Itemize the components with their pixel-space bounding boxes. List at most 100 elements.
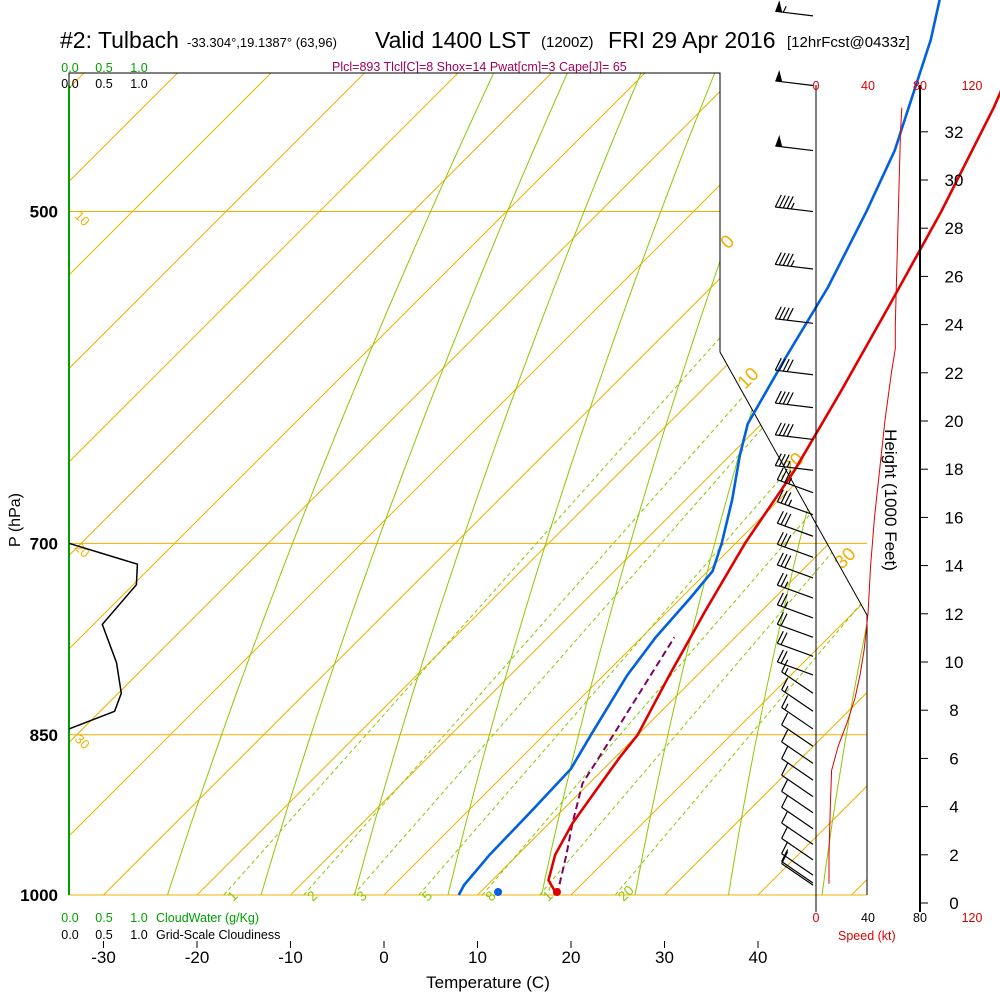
isotherm-line <box>69 73 723 895</box>
isotherm-line <box>69 73 867 895</box>
wind-barb-feather <box>784 534 792 548</box>
wind-barb-half-feather <box>784 581 789 589</box>
cloudiness-tick-bottom: 1.0 <box>130 928 147 942</box>
utc-time: (1200Z) <box>541 34 594 51</box>
wind-barb-half-feather <box>788 499 793 507</box>
cloudiness-profile <box>68 542 139 730</box>
mixing-ratio-label: 2 <box>304 887 321 904</box>
wind-barb-feather <box>781 746 789 759</box>
wind-barb-staff <box>781 853 814 876</box>
wind-barb <box>781 712 814 747</box>
height-tick-label: 8 <box>949 701 958 720</box>
speed-tick-bottom: 0 <box>813 911 820 925</box>
x-axis-label: Temperature (C) <box>426 973 550 992</box>
wind-barb-feather <box>786 196 794 209</box>
wind-barb-staff <box>777 564 814 579</box>
height-tick-label: 24 <box>945 316 964 335</box>
wind-barb-feather <box>784 555 792 568</box>
forecast-date: FRI 29 Apr 2016 <box>608 27 776 53</box>
wind-barb <box>775 0 814 17</box>
wind-barb-feather <box>776 510 784 524</box>
wind-barb <box>774 357 814 376</box>
wind-barb-half-feather <box>782 6 787 13</box>
wind-barb-feather <box>778 453 786 467</box>
wind-barb-feather <box>781 659 789 673</box>
height-tick-label: 14 <box>945 557 964 576</box>
wind-barb <box>776 510 814 537</box>
x-tick-label: 30 <box>655 948 674 967</box>
isotherm-line <box>69 73 817 895</box>
parcel-trace <box>556 636 676 896</box>
wind-barb <box>776 631 814 657</box>
wind-barb-staff <box>775 206 814 213</box>
wind-barb-feather <box>776 572 784 586</box>
mixing-ratio-label: 5 <box>419 887 436 904</box>
pressure-tick-label: 1000 <box>20 886 58 905</box>
wind-barb-pennant <box>775 0 783 13</box>
wind-barb-feather <box>781 810 789 824</box>
pressure-tick-label: 850 <box>30 726 58 745</box>
wind-barb <box>776 649 814 676</box>
wind-barb-half-feather <box>784 601 789 608</box>
wind-barb-staff <box>781 790 814 814</box>
wind-barb-feather <box>786 307 794 321</box>
pressure-tick-label: 700 <box>30 534 58 553</box>
wind-barb <box>781 849 814 884</box>
wind-barb-staff <box>775 402 814 409</box>
x-tick-label: 0 <box>379 948 388 967</box>
isotherm-line <box>69 73 867 895</box>
wind-barb <box>776 532 814 558</box>
height-tick-label: 30 <box>945 171 964 190</box>
wind-barb-half-feather <box>784 703 789 711</box>
isotherm-line <box>69 73 867 895</box>
wind-barb-feather <box>784 513 792 527</box>
speed-tick-bottom: 120 <box>962 911 983 925</box>
wind-barb <box>776 611 814 638</box>
wind-barb-staff <box>777 623 814 638</box>
wind-barb-feather <box>780 553 788 567</box>
wind-barb-feather <box>782 454 790 467</box>
mixing-ratio-label: 3 <box>353 887 370 904</box>
wind-barb <box>774 306 814 324</box>
dry-adiabat-line <box>260 73 833 895</box>
y-axis-label: P (hPa) <box>7 493 24 547</box>
wind-barb-feather <box>784 492 792 505</box>
height-tick-label: 10 <box>945 653 964 672</box>
dry-adiabat-line <box>447 73 867 895</box>
wind-barb-half-feather <box>784 685 789 693</box>
wind-barb <box>775 135 814 152</box>
temperature-trace <box>547 90 1000 896</box>
wind-barbs <box>774 0 814 886</box>
wind-barb-pennant <box>775 135 783 147</box>
wind-barb-half-feather <box>790 202 795 210</box>
wind-barb-feather <box>776 631 784 644</box>
wind-barb-feather <box>774 252 782 265</box>
mixing-ratio-line <box>539 73 867 895</box>
x-axis: -30 -20 -10 0 10 20 30 40 <box>91 941 767 967</box>
wind-barb-staff <box>777 661 814 676</box>
dry-adiabat-line <box>821 73 867 895</box>
wind-barb <box>781 746 814 781</box>
wind-barb-staff <box>775 318 814 324</box>
height-tick-label: 12 <box>945 605 964 624</box>
wind-barb-staff <box>781 861 814 884</box>
wind-barb-feather <box>776 649 784 663</box>
wind-barb-feather <box>776 611 784 625</box>
isotherm-line <box>69 73 536 895</box>
wind-barb <box>774 252 814 270</box>
wind-barb <box>774 453 814 471</box>
wind-barb <box>781 841 814 876</box>
wind-barb-feather <box>780 593 788 607</box>
isotherm-line <box>477 73 867 895</box>
isotherm-line <box>196 73 867 895</box>
wind-barb-feather <box>780 512 788 525</box>
pressure-axis: 2503004005007008501000 <box>20 0 58 905</box>
wind-barb-staff <box>781 774 814 798</box>
wind-barb <box>781 779 814 814</box>
wind-barb-feather <box>781 849 789 862</box>
speed-tick-top: 40 <box>861 79 875 93</box>
isotherm-line <box>69 73 867 895</box>
wind-barb-feather <box>778 423 786 436</box>
wind-barb-staff <box>777 522 814 537</box>
